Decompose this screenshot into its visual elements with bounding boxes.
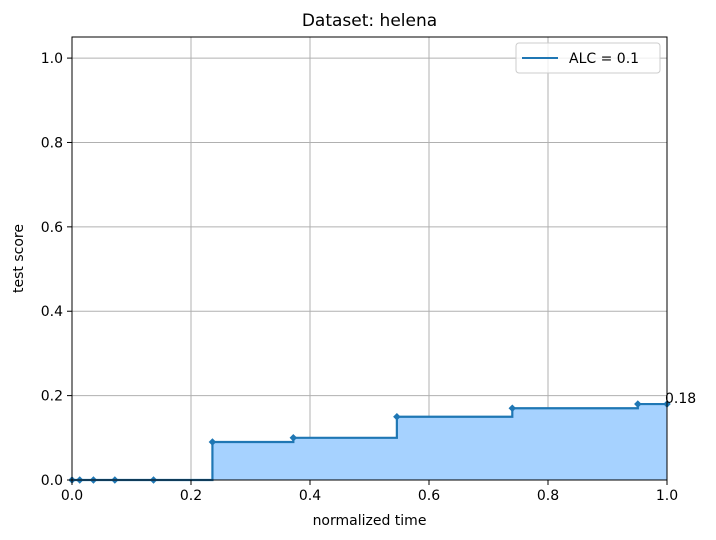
legend: ALC = 0.1 <box>515 42 661 74</box>
x-tick-label: 0.0 <box>61 488 83 504</box>
y-tick-label: 0.2 <box>41 389 63 405</box>
end-value-annotation: 0.18 <box>665 391 696 407</box>
area-fill-path <box>72 404 667 480</box>
legend-label: ALC = 0.1 <box>569 51 639 67</box>
data-point-marker <box>634 400 642 408</box>
data-point-marker <box>393 412 401 421</box>
area-fill <box>72 404 667 480</box>
y-axis-ticks: 0.0 0.2 0.4 0.6 0.8 1.0 <box>41 51 72 489</box>
plot-frame <box>71 36 668 481</box>
y-tick-label: 0.6 <box>41 220 63 236</box>
x-axis-ticks: 0.0 0.2 0.4 0.6 0.8 1.0 <box>61 480 678 504</box>
y-tick-label: 0.8 <box>41 135 63 151</box>
data-point-marker <box>508 404 517 413</box>
y-tick-label: 0.0 <box>41 473 63 489</box>
y-tick-label: 1.0 <box>41 51 63 67</box>
chart-title: Dataset: helena <box>302 11 437 31</box>
series-markers <box>68 400 671 484</box>
y-axis-label: test score <box>11 224 27 293</box>
data-point-marker <box>208 438 217 446</box>
x-axis-label: normalized time <box>313 513 427 529</box>
data-point-marker <box>289 434 298 442</box>
x-tick-label: 0.4 <box>299 488 321 504</box>
legend-box <box>515 42 661 74</box>
x-tick-label: 0.6 <box>418 488 440 504</box>
x-tick-label: 0.2 <box>180 488 202 504</box>
y-tick-label: 0.4 <box>41 304 63 320</box>
x-tick-label: 1.0 <box>656 488 678 504</box>
x-tick-label: 0.8 <box>537 488 559 504</box>
